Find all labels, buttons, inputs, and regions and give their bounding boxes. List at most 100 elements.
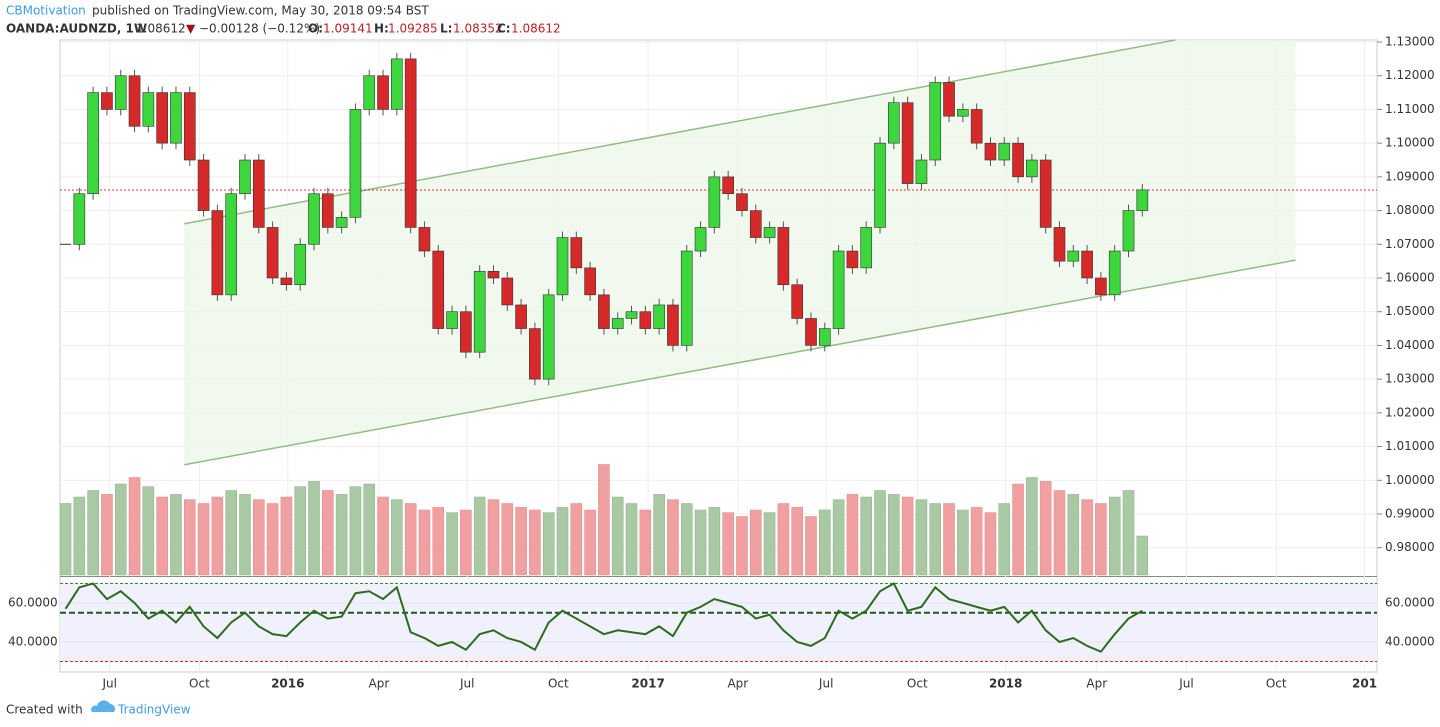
candle	[487, 270, 500, 279]
author[interactable]: CBMotivation	[6, 4, 86, 18]
candle	[888, 102, 900, 144]
candle	[529, 328, 541, 380]
symbol: OANDA:AUDNZD, 1W	[6, 22, 147, 36]
candle	[1122, 210, 1135, 252]
candle	[929, 82, 942, 161]
candle	[832, 250, 845, 329]
candle	[239, 159, 251, 195]
last: 1.08612	[136, 22, 186, 36]
candle	[943, 82, 955, 117]
published: published on TradingView.com, May 30, 20…	[92, 4, 429, 18]
candle	[73, 193, 86, 245]
volume-bar	[1108, 496, 1121, 576]
y-tick-label: 1.02000	[1385, 405, 1435, 419]
candle	[280, 277, 293, 286]
volume-bar	[750, 509, 762, 576]
volume-bar	[1136, 535, 1149, 576]
candle	[874, 142, 886, 228]
x-tick-label: Oct	[1266, 677, 1287, 691]
volume-bar	[460, 509, 472, 576]
volume-bar	[556, 507, 569, 576]
x-tick-label: 2016	[271, 677, 304, 691]
volume-bar	[349, 486, 362, 576]
volume-bar	[225, 490, 237, 576]
volume-bar	[957, 509, 969, 576]
volume-bar	[294, 486, 306, 576]
volume-bar	[239, 494, 251, 576]
volume-bar	[1039, 481, 1052, 576]
candle	[252, 159, 265, 228]
volume-bar	[501, 503, 514, 576]
candle	[584, 267, 596, 296]
candle	[625, 311, 638, 319]
y-tick-label: 1.08000	[1385, 203, 1435, 217]
arrow: ▼	[186, 22, 196, 36]
candle	[1067, 250, 1080, 262]
candle	[694, 227, 707, 252]
candle	[377, 75, 389, 110]
volume-bar	[860, 496, 872, 576]
volume-bar	[805, 516, 817, 576]
y-tick-label: 0.98000	[1385, 540, 1435, 554]
volume-bar	[777, 503, 790, 576]
volume-bar	[280, 496, 293, 576]
candle	[818, 328, 831, 346]
high: 1.09285	[388, 22, 438, 36]
volume-bar	[266, 503, 279, 576]
volume-bar	[1095, 503, 1107, 576]
l-label: L:	[440, 22, 452, 36]
h-label: H:	[374, 22, 389, 36]
candle	[1108, 250, 1121, 296]
volume-bar	[1081, 499, 1093, 576]
candle	[156, 92, 168, 144]
volume-bar	[515, 507, 527, 576]
candle	[266, 227, 279, 279]
volume-bar	[736, 516, 748, 576]
candle	[763, 227, 776, 238]
volume-bar	[1053, 490, 1066, 576]
plot-frame	[59, 39, 1378, 673]
volume-bar	[625, 503, 638, 576]
candle	[1136, 189, 1149, 211]
volume-bar	[142, 486, 155, 576]
volume-bar	[708, 507, 721, 576]
x-tick-label: Jul	[101, 677, 116, 691]
candle	[501, 277, 514, 306]
candle	[1026, 159, 1038, 178]
volume-bar	[404, 503, 417, 576]
candle	[1081, 250, 1093, 279]
close: 1.08612	[511, 22, 561, 36]
volume-bar	[73, 496, 86, 576]
y-tick-label: 1.12000	[1385, 68, 1435, 82]
candle	[957, 109, 969, 117]
candle	[556, 237, 569, 296]
volume-bar	[487, 499, 500, 576]
candle	[777, 227, 790, 286]
rsi-tick-label: 40.0000	[1385, 634, 1435, 648]
volume-bar	[929, 503, 942, 576]
x-tick-label: Jul	[459, 677, 474, 691]
volume-bar	[253, 499, 265, 576]
rsi-line	[64, 582, 1143, 653]
candle	[791, 284, 804, 319]
candle	[183, 92, 196, 161]
volume-bar	[183, 499, 196, 576]
volume-bar	[1026, 477, 1038, 576]
volume-bar	[611, 496, 624, 576]
candle	[749, 210, 762, 238]
volume-bar	[570, 503, 583, 576]
volume-bar	[598, 464, 610, 576]
footer-brand[interactable]: TradingView	[117, 703, 191, 717]
rsi-tick-label-left: 40.0000	[8, 634, 58, 648]
candle	[170, 92, 182, 144]
volume-bar	[418, 509, 431, 576]
candle	[418, 227, 431, 252]
volume-bar	[846, 494, 859, 576]
volume-bar	[197, 503, 210, 576]
volume-bar	[722, 512, 734, 576]
x-tick-label: Apr	[727, 677, 748, 691]
volume-bar	[101, 494, 113, 576]
candle	[404, 58, 417, 228]
candle	[128, 75, 141, 127]
